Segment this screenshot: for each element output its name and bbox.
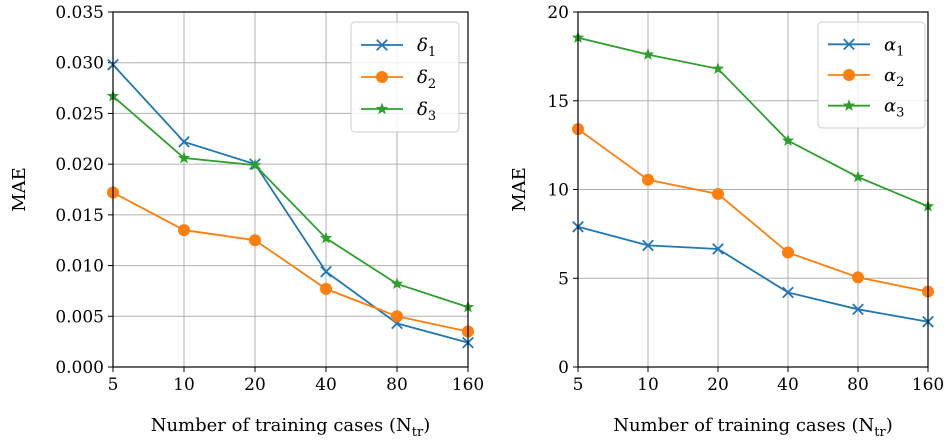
data-point [320, 265, 332, 278]
x-tick-label: 10 [173, 375, 195, 395]
legend-marker [376, 39, 388, 51]
series-line [577, 36, 929, 208]
data-point [711, 62, 725, 75]
legend-marker [375, 102, 389, 115]
y-tick-label: 10 [547, 181, 569, 201]
series-line [112, 191, 469, 333]
legend: α1 α2 α3 [817, 21, 926, 129]
legend-label: α2 [884, 65, 904, 90]
y-tick-label: 0.030 [55, 54, 104, 74]
series-α1 [572, 220, 934, 328]
data-point [852, 271, 864, 284]
y-tick-label: 20 [547, 3, 569, 23]
data-point [641, 48, 655, 60]
x-tick-label: 160 [452, 375, 484, 395]
data-point [642, 239, 654, 252]
y-tick-label: 0.005 [55, 307, 104, 327]
series-line [112, 64, 469, 344]
y-tick-label: 0.020 [55, 155, 104, 175]
y-axis-label: MAE [9, 167, 30, 212]
data-point [248, 158, 262, 171]
y-tick-label: 0.035 [55, 3, 104, 23]
data-point [781, 134, 795, 146]
x-tick-label: 10 [637, 375, 659, 395]
x-tick-label: 40 [777, 375, 799, 395]
series-δ2 [107, 186, 474, 338]
legend-label: δ1 [417, 35, 436, 60]
series-α2 [572, 123, 934, 298]
x-tick-label: 40 [315, 375, 337, 395]
data-point [712, 187, 724, 200]
series-line [577, 128, 929, 293]
data-point [390, 277, 404, 290]
data-point [319, 231, 333, 244]
x-axis-label: Number of training cases (Ntr) [151, 415, 431, 440]
y-tick-label: 0.010 [55, 257, 104, 277]
y-tick-label: 0.000 [55, 358, 104, 378]
chart-panel-1: 5 10 20 40 80 160 0.000 0.005 0.010 0.015 0.020 0.0… [9, 3, 484, 440]
data-point [782, 246, 794, 259]
y-tick-label: 0.015 [55, 206, 104, 226]
data-point [320, 282, 332, 295]
data-point [712, 243, 724, 255]
x-tick-label: 5 [108, 375, 119, 395]
x-tick-label: 20 [244, 375, 266, 395]
legend: δ1 δ2 δ3 [350, 21, 460, 133]
data-point [852, 303, 864, 316]
data-point [642, 173, 654, 186]
x-axis-label: Number of training cases (Ntr) [613, 415, 893, 440]
data-point [177, 151, 191, 164]
x-tick-label: 5 [573, 375, 584, 395]
data-point [391, 310, 403, 323]
data-point [249, 234, 261, 247]
y-axis-label: MAE [509, 167, 530, 212]
data-point [178, 135, 190, 148]
x-tick-label: 80 [847, 375, 869, 395]
legend-label: δ3 [417, 99, 436, 124]
x-tick-label: 80 [386, 375, 408, 395]
y-tick-label: 15 [547, 92, 569, 112]
data-point [178, 224, 190, 237]
data-point [782, 286, 794, 299]
y-tick-label: 5 [558, 269, 569, 289]
legend-marker [376, 71, 388, 83]
legend-marker [843, 69, 855, 81]
legend-label: α1 [884, 34, 904, 59]
legend-label: α3 [884, 96, 904, 121]
x-tick-label: 160 [912, 375, 944, 395]
plot-frame [577, 11, 929, 368]
plot-frame [112, 11, 469, 368]
series-line [112, 95, 469, 309]
x-tick-label: 20 [707, 375, 729, 395]
series-line [577, 225, 929, 323]
data-point [851, 170, 865, 183]
legend-marker [842, 99, 856, 111]
legend-label: δ2 [417, 67, 436, 92]
y-tick-label: 0 [558, 358, 569, 378]
y-tick-label: 0.025 [55, 104, 104, 124]
legend-marker [843, 38, 855, 51]
